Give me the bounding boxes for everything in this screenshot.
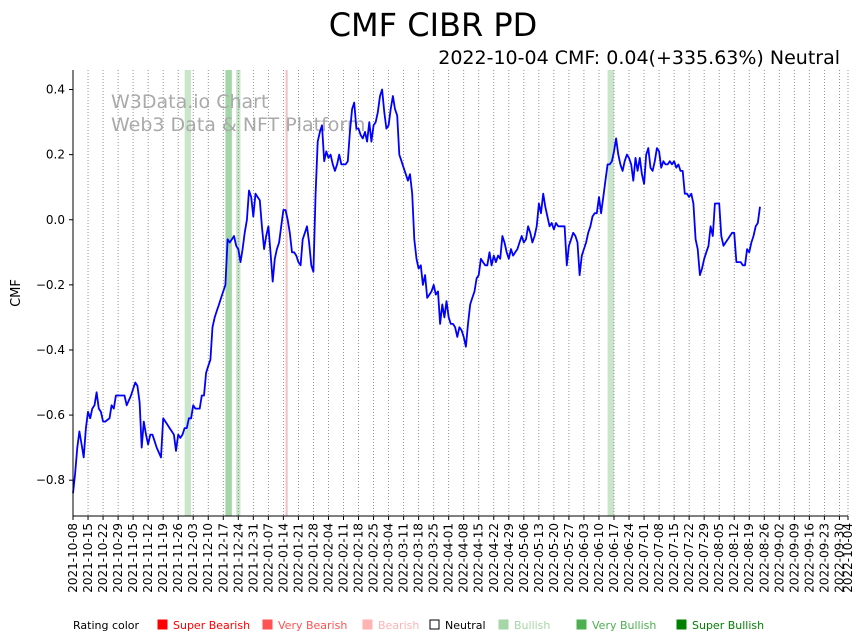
vertical-grid (72, 70, 849, 516)
x-tick-label: 2022-02-04 (321, 523, 335, 593)
legend-swatch-1 (262, 619, 273, 630)
legend-label-4: Bullish (514, 619, 550, 632)
legend-label-5: Very Bullish (592, 619, 656, 632)
x-tick-label: 2022-08-19 (742, 523, 756, 593)
x-tick-label: 2022-05-13 (532, 523, 546, 593)
y-tick-label: 0.4 (46, 83, 65, 97)
legend-swatch-2 (362, 619, 373, 630)
watermark-line-2: Web3 Data & NFT Platform (111, 114, 365, 136)
y-tick-label: −0.2 (36, 278, 65, 292)
highlight-band-4 (607, 70, 614, 516)
x-tick-label: 2022-04-01 (442, 523, 456, 593)
x-tick-label: 2022-09-02 (772, 523, 786, 593)
legend-label-3: Neutral (445, 619, 486, 632)
x-tick-label: 2022-08-12 (727, 523, 741, 593)
x-tick-label: 2022-04-29 (502, 523, 516, 593)
legend-label-1: Very Bearish (278, 619, 347, 632)
legend-swatch-3 (429, 619, 440, 630)
legend-swatch-5 (576, 619, 587, 630)
legend-label-6: Super Bullish (692, 619, 764, 632)
highlight-band-3 (285, 70, 288, 516)
x-tick-label: 2021-10-15 (81, 523, 95, 593)
rating-legend: Rating color Super Bearish Very Bearish Be… (73, 619, 764, 632)
legend-swatch-4 (498, 619, 509, 630)
x-tick-label: 2022-07-15 (667, 523, 681, 593)
x-tick-label: 2022-09-30 (832, 523, 846, 593)
y-tick-label: 0.0 (46, 213, 65, 227)
highlight-band-0 (184, 70, 192, 516)
x-tick-label: 2021-12-03 (186, 523, 200, 593)
x-tick-label: 2021-11-05 (126, 523, 140, 593)
x-tick-label: 2022-06-24 (622, 523, 636, 593)
x-tick-label: 2021-11-19 (156, 523, 170, 593)
highlight-bands (184, 70, 614, 516)
x-tick-label: 2022-09-23 (817, 523, 831, 593)
x-tick-label: 2022-01-28 (306, 523, 320, 593)
x-tick-label: 2022-08-05 (712, 523, 726, 593)
x-tick-label: 2021-12-10 (201, 523, 215, 593)
x-tick-label: 2021-12-24 (231, 523, 245, 593)
x-tick-label: 2021-11-12 (141, 523, 155, 593)
x-tick-label: 2022-07-01 (637, 523, 651, 593)
x-tick-label: 2022-03-18 (412, 523, 426, 593)
y-tick-label: −0.8 (36, 473, 65, 487)
x-tick-label: 2022-03-04 (382, 523, 396, 593)
y-ticks: 0.4 0.2 0.0 −0.2 −0.4 −0.6 −0.8 (36, 83, 73, 487)
x-tick-label: 2022-10-04 (841, 523, 855, 593)
x-tick-label: 2022-03-11 (397, 523, 411, 593)
x-tick-label: 2022-04-22 (487, 523, 501, 593)
x-tick-label: 2022-06-17 (607, 523, 621, 593)
x-tick-label: 2022-02-18 (352, 523, 366, 593)
x-tick-label: 2022-01-07 (261, 523, 275, 593)
legend-label-0: Super Bearish (173, 619, 250, 632)
x-tick-label: 2021-10-22 (96, 523, 110, 593)
x-tick-label: 2022-01-14 (276, 523, 290, 593)
x-tick-label: 2022-06-10 (592, 523, 606, 593)
legend-swatch-0 (157, 619, 168, 630)
x-tick-label: 2022-04-15 (472, 523, 486, 593)
x-tick-label: 2022-09-09 (787, 523, 801, 593)
legend-title: Rating color (73, 619, 140, 632)
cmf-series-line (72, 88, 761, 494)
x-tick-label: 2022-02-25 (367, 523, 381, 593)
x-tick-label: 2021-10-08 (66, 523, 80, 593)
legend-swatch-6 (676, 619, 687, 630)
x-tick-label: 2022-05-20 (547, 523, 561, 593)
x-tick-label: 2022-07-22 (682, 523, 696, 593)
highlight-band-1 (225, 70, 232, 516)
y-tick-label: −0.4 (36, 343, 65, 357)
x-tick-label: 2022-09-16 (802, 523, 816, 593)
x-ticks: 2021-10-08 2021-10-15 2021-10-22 2021-10-29… (66, 516, 855, 593)
watermark-line-1: W3Data.io Chart (111, 91, 268, 113)
chart-title: CMF CIBR PD (329, 6, 538, 44)
x-tick-label: 2022-07-29 (697, 523, 711, 593)
x-tick-label: 2022-04-08 (457, 523, 471, 593)
x-tick-label: 2022-02-11 (336, 523, 350, 593)
x-tick-label: 2021-10-29 (111, 523, 125, 593)
x-tick-label: 2021-11-26 (171, 523, 185, 593)
y-tick-label: −0.6 (36, 408, 65, 422)
legend-label-2: Bearish (378, 619, 419, 632)
y-axis-label: CMF (9, 279, 24, 307)
x-tick-label: 2022-01-21 (291, 523, 305, 593)
x-tick-label: 2022-07-08 (652, 523, 666, 593)
x-tick-label: 2022-06-03 (577, 523, 591, 593)
x-tick-label: 2021-12-31 (246, 523, 260, 593)
x-tick-label: 2022-08-26 (757, 523, 771, 593)
chart-subtitle: 2022-10-04 CMF: 0.04(+335.63%) Neutral (438, 47, 840, 69)
x-tick-label: 2022-05-27 (562, 523, 576, 593)
x-tick-label: 2021-12-17 (216, 523, 230, 593)
x-tick-label: 2022-03-25 (427, 523, 441, 593)
x-tick-label: 2022-05-06 (517, 523, 531, 593)
y-tick-label: 0.2 (46, 148, 65, 162)
